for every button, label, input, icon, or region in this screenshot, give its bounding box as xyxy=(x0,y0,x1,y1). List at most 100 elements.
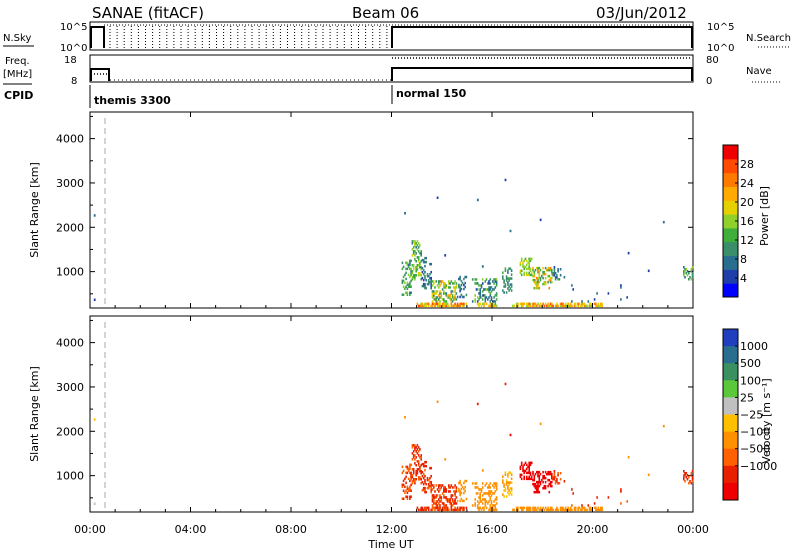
data-cell xyxy=(484,504,487,507)
data-cell xyxy=(489,294,492,297)
data-cell xyxy=(454,508,456,512)
data-cell xyxy=(571,504,573,507)
data-point xyxy=(93,214,96,217)
data-cell xyxy=(508,493,510,496)
data-cell xyxy=(445,286,448,289)
data-cell xyxy=(495,278,498,281)
data-cell xyxy=(561,508,563,512)
data-cell xyxy=(424,264,426,268)
data-cell xyxy=(476,504,479,507)
data-cell xyxy=(556,276,558,279)
data-cell xyxy=(508,483,510,486)
data-cell xyxy=(476,302,479,306)
data-cell xyxy=(405,267,407,271)
data-cell xyxy=(539,482,542,486)
data-cell xyxy=(537,480,539,484)
nave-tick-top: 80 xyxy=(706,55,719,66)
data-cell xyxy=(688,278,690,281)
data-cell xyxy=(440,282,443,285)
data-cell xyxy=(427,278,430,282)
data-cell xyxy=(508,277,510,280)
data-cell xyxy=(449,490,451,493)
data-cell xyxy=(416,506,419,510)
cpid-panel: CPID themis 3300 normal 150 xyxy=(4,85,467,108)
data-cell xyxy=(420,274,422,277)
data-cell xyxy=(415,252,417,255)
freq-tick-bottom: 8 xyxy=(71,76,77,87)
data-cell xyxy=(556,304,558,308)
data-cell xyxy=(549,470,552,474)
data-cell xyxy=(549,280,552,284)
data-cell xyxy=(435,302,438,306)
data-cell xyxy=(455,496,458,499)
data-cell xyxy=(414,278,416,281)
data-cell xyxy=(510,269,513,272)
data-cell xyxy=(490,286,493,289)
data-cell xyxy=(542,506,544,510)
data-cell xyxy=(485,500,488,503)
data-cell xyxy=(685,272,688,275)
data-cell xyxy=(529,273,532,277)
power-colorbar-label: Power [dB] xyxy=(758,186,771,246)
data-cell xyxy=(456,508,459,512)
data-cell xyxy=(456,302,459,306)
data-cell xyxy=(544,506,547,510)
data-cell xyxy=(424,286,426,290)
data-cell xyxy=(443,506,445,510)
data-cell xyxy=(559,304,562,308)
data-cell xyxy=(586,304,588,308)
data-cell xyxy=(455,502,458,505)
data-cell xyxy=(520,273,523,277)
data-cell xyxy=(503,281,505,284)
data-cell xyxy=(620,502,622,505)
data-cell xyxy=(688,476,690,479)
data-cell xyxy=(459,304,461,308)
data-cell xyxy=(406,471,409,475)
data-cell xyxy=(405,271,407,275)
data-cell xyxy=(420,250,422,253)
data-cell xyxy=(402,469,405,473)
data-cell xyxy=(424,480,426,484)
data-cell xyxy=(509,283,512,286)
data-cell xyxy=(578,506,581,510)
data-cell xyxy=(551,474,553,478)
data-cell xyxy=(494,278,497,281)
data-cell xyxy=(538,480,541,484)
data-cell xyxy=(406,491,409,494)
data-cell xyxy=(458,285,460,289)
data-cell xyxy=(476,486,479,489)
data-cell xyxy=(549,508,552,512)
data-cell xyxy=(508,289,510,292)
data-cell xyxy=(533,484,536,488)
data-cell xyxy=(488,296,490,299)
data-cell xyxy=(402,275,405,279)
data-cell xyxy=(559,508,562,512)
data-cell xyxy=(538,490,541,494)
data-cell xyxy=(481,302,484,306)
data-cell xyxy=(525,302,528,306)
data-cell xyxy=(436,504,439,507)
data-cell xyxy=(412,444,415,447)
data-cell xyxy=(686,474,689,477)
data-cell xyxy=(427,482,430,486)
data-cell xyxy=(533,280,536,284)
data-cell xyxy=(515,506,518,510)
data-cell xyxy=(551,270,553,274)
data-cell xyxy=(458,481,460,485)
data-cell xyxy=(444,300,446,303)
data-cell xyxy=(421,508,424,512)
data-cell xyxy=(412,268,415,271)
data-cell xyxy=(563,304,566,308)
data-cell xyxy=(448,508,450,512)
data-cell xyxy=(406,283,409,286)
data-cell xyxy=(476,288,479,291)
data-cell xyxy=(429,272,431,276)
data-cell xyxy=(438,280,440,283)
data-cell xyxy=(479,506,481,510)
data-cell xyxy=(489,282,492,285)
data-cell xyxy=(424,260,426,264)
data-cell xyxy=(495,294,498,297)
data-cell xyxy=(507,283,509,286)
data-cell xyxy=(529,302,532,306)
